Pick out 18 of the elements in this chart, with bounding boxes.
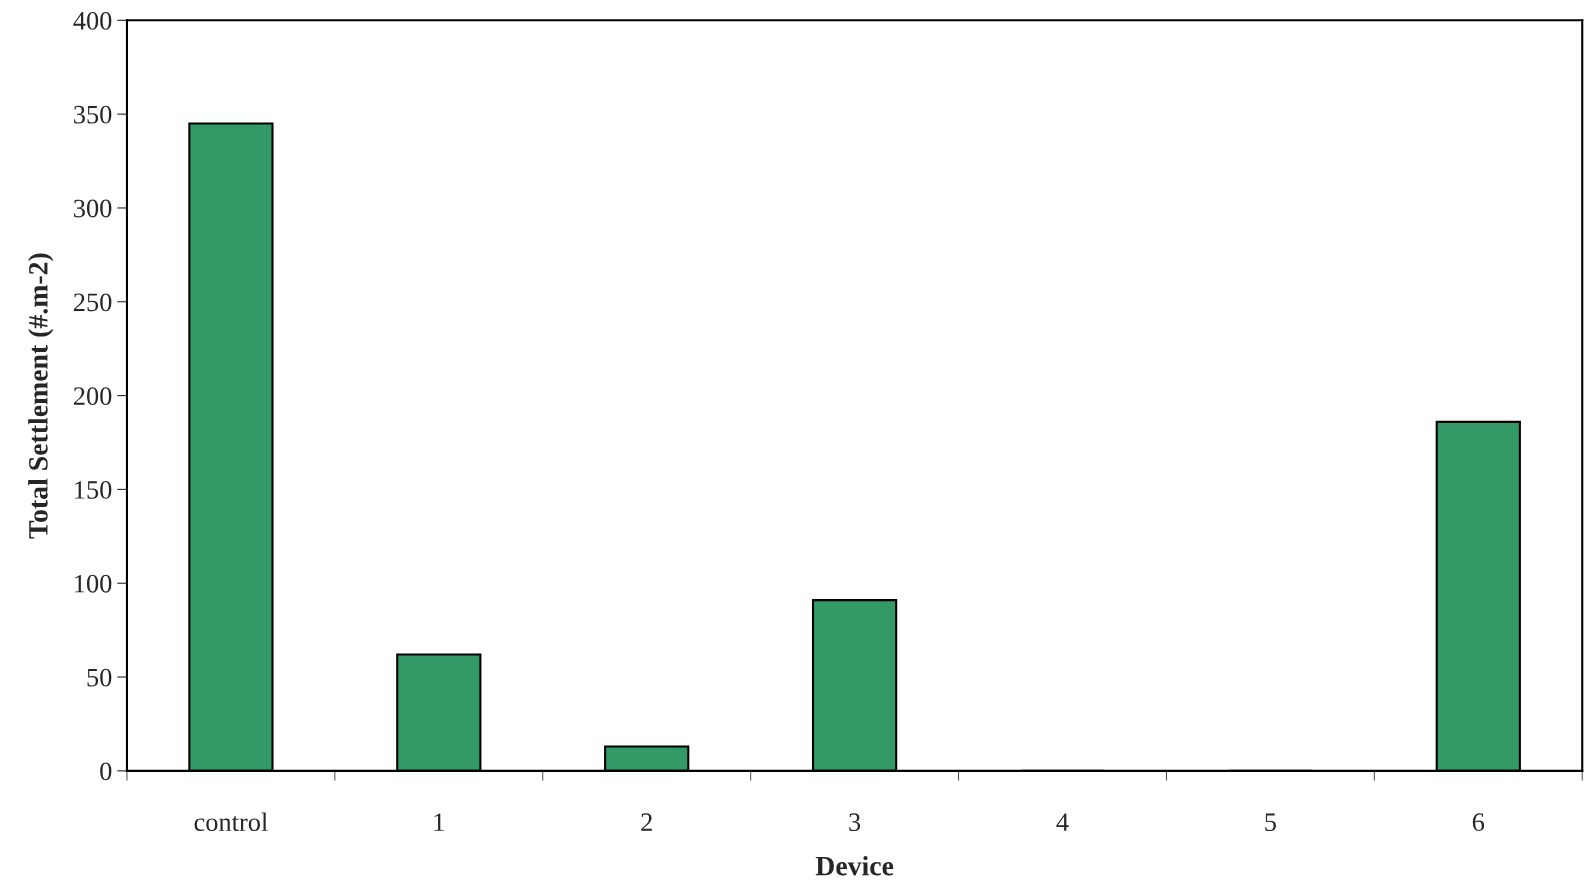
x-tick-label: 6 [1472,813,1485,832]
x-axis-title: Device [815,855,894,876]
x-tick-label: 4 [1056,813,1069,831]
y-tick-label: 300 [74,199,112,218]
y-tick-label: 150 [75,481,112,499]
x-tick-label: 3 [849,813,861,832]
y-tick-label: 100 [75,574,112,593]
y-tick-label: 50 [87,668,112,687]
y-tick-label: 250 [73,293,112,312]
x-tick-label: control [194,812,268,832]
x-tick-label: 2 [641,813,652,831]
y-tick-label: 400 [73,11,112,30]
y-tick-label: 0 [100,762,112,781]
x-tick-label: 1 [434,813,444,831]
x-tick-label: 5 [1265,813,1276,832]
y-axis-title: Total Settlement (#.m-2) [28,253,54,539]
y-tick-label: 200 [73,387,112,406]
y-tick-label: 350 [74,105,112,124]
